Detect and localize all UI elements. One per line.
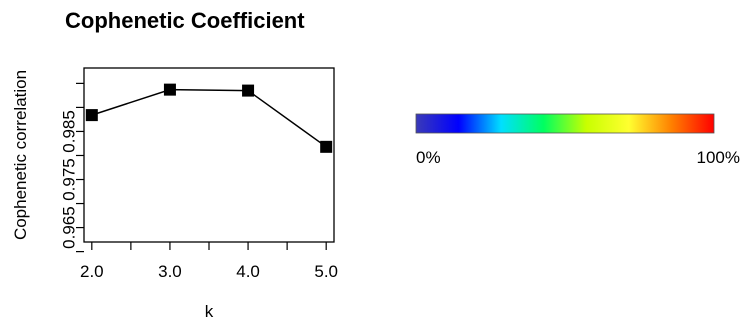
x-tick-label: 3.0 bbox=[158, 262, 182, 281]
data-point bbox=[320, 140, 333, 153]
data-point bbox=[85, 109, 98, 122]
colorbar: 0% 100% bbox=[415, 113, 740, 167]
data-point bbox=[163, 83, 176, 96]
x-tick-label: 4.0 bbox=[236, 262, 260, 281]
chart-title: Cophenetic Coefficient bbox=[65, 8, 305, 33]
colorbar-max-label: 100% bbox=[697, 148, 740, 167]
data-point bbox=[242, 84, 255, 97]
plot-frame bbox=[83, 67, 335, 243]
y-tick-label: 0.965 bbox=[59, 206, 78, 249]
x-tick-label: 2.0 bbox=[80, 262, 104, 281]
y-tick-label: 0.975 bbox=[59, 158, 78, 201]
colorbar-gradient bbox=[415, 113, 715, 134]
series-layer bbox=[85, 83, 333, 153]
y-tick-label: 0.985 bbox=[59, 110, 78, 153]
colorbar-min-label: 0% bbox=[416, 148, 441, 167]
y-axis-label: Cophenetic correlation bbox=[11, 70, 30, 240]
y-axis: 0.965 0.975 0.985 bbox=[59, 82, 84, 253]
x-tick-label: 5.0 bbox=[314, 262, 338, 281]
x-axis-label: k bbox=[205, 302, 214, 321]
series-line bbox=[91, 88, 327, 148]
x-axis: 2.0 3.0 4.0 5.0 bbox=[80, 242, 338, 281]
